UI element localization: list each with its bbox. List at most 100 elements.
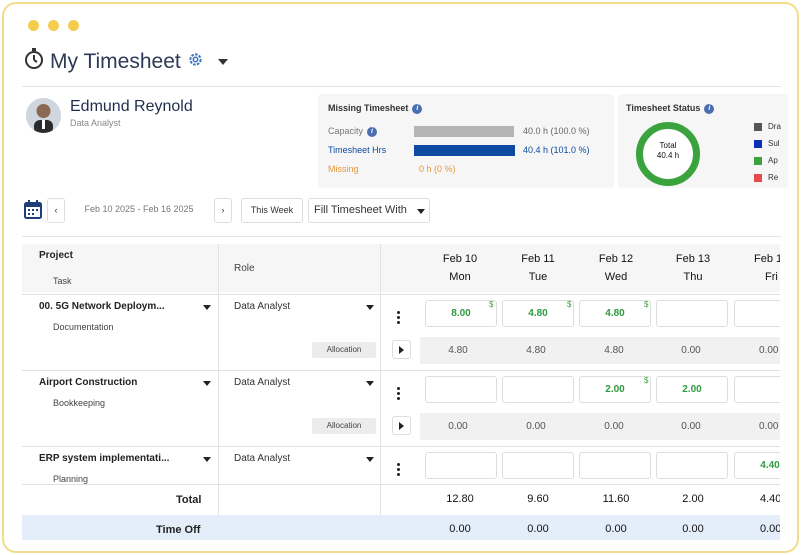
- hours-input[interactable]: [656, 300, 728, 327]
- hours-input[interactable]: [425, 452, 497, 479]
- timesheet-grid: Project Task Role Feb 10 Mon Feb 11 Tue …: [22, 244, 780, 540]
- chevron-down-icon[interactable]: [366, 305, 374, 310]
- total-value: 12.80: [446, 493, 474, 505]
- allocation-button[interactable]: Allocation: [312, 418, 376, 434]
- day-date: Feb 11: [521, 253, 555, 265]
- hours-input[interactable]: [734, 376, 780, 403]
- chevron-down-icon[interactable]: [203, 381, 211, 386]
- total-value: 9.60: [527, 493, 549, 505]
- legend-item-rejected: Re: [754, 173, 778, 182]
- gear-icon[interactable]: [187, 51, 204, 73]
- more-options-icon[interactable]: [397, 311, 401, 325]
- info-icon[interactable]: i: [412, 103, 423, 114]
- hours-input[interactable]: 2.00: [656, 376, 728, 403]
- date-range-display[interactable]: Feb 10 2025 - Feb 16 2025: [66, 198, 212, 223]
- timeoff-value: 0.00: [449, 523, 471, 535]
- capacity-label: Capacity i: [328, 126, 378, 137]
- chevron-left-icon: ‹: [54, 205, 58, 215]
- chevron-down-icon[interactable]: [203, 305, 211, 310]
- stopwatch-icon: [24, 48, 44, 75]
- missing-timesheet-title: Missing Timesheet i: [328, 103, 423, 114]
- timeoff-value: 0.00: [605, 523, 627, 535]
- hours-input[interactable]: 8.00: [425, 300, 497, 327]
- page-header: My Timesheet: [24, 48, 228, 75]
- header-project: Project: [39, 250, 73, 261]
- fill-timesheet-dropdown[interactable]: Fill Timesheet With: [308, 198, 430, 223]
- role-select[interactable]: Data Analyst: [234, 377, 291, 388]
- grid-header: [22, 244, 780, 292]
- header-role: Role: [234, 263, 255, 274]
- hours-input[interactable]: [579, 452, 651, 479]
- missing-label: Missing: [328, 164, 359, 174]
- total-value: 11.60: [602, 493, 630, 505]
- day-weekday: Tue: [528, 271, 548, 283]
- window-dot-maximize[interactable]: [68, 20, 79, 31]
- missing-timesheet-panel: [318, 94, 614, 188]
- legend-label: Sul: [768, 139, 780, 148]
- row-divider: [22, 484, 780, 485]
- legend-swatch: [754, 139, 762, 148]
- missing-value: 0 h (0 %): [419, 164, 456, 174]
- chevron-down-icon[interactable]: [366, 457, 374, 462]
- more-options-icon[interactable]: [397, 387, 401, 401]
- info-icon[interactable]: i: [367, 126, 378, 137]
- legend-label: Re: [768, 173, 779, 182]
- hours-input[interactable]: 4.40: [734, 452, 780, 479]
- hours-input[interactable]: 2.00: [579, 376, 651, 403]
- hours-input[interactable]: [502, 376, 574, 403]
- hours-input[interactable]: [502, 452, 574, 479]
- role-select[interactable]: Data Analyst: [234, 301, 291, 312]
- legend-label: Ap: [768, 156, 778, 165]
- task-name: Documentation: [53, 322, 114, 332]
- page-title: My Timesheet: [50, 49, 181, 73]
- chevron-down-icon: [417, 209, 425, 214]
- hours-input[interactable]: [656, 452, 728, 479]
- window-dot-minimize[interactable]: [48, 20, 59, 31]
- timeoff-label: Time Off: [156, 524, 201, 536]
- divider: [22, 86, 781, 87]
- day-weekday: Wed: [604, 271, 628, 283]
- allocation-button[interactable]: Allocation: [312, 342, 376, 358]
- more-options-icon[interactable]: [397, 463, 401, 477]
- allocation-row: 0.00 0.00 0.00 0.00 0.00: [420, 413, 780, 440]
- play-icon[interactable]: [392, 416, 411, 435]
- timesheet-status-title: Timesheet Status i: [626, 103, 715, 114]
- hours-input[interactable]: [734, 300, 780, 327]
- allocation-value: 0.00: [681, 421, 701, 432]
- info-icon[interactable]: i: [704, 103, 715, 114]
- legend-item-submitted: Sul: [754, 139, 780, 148]
- timeoff-row: [22, 515, 780, 540]
- timeoff-value: 0.00: [682, 523, 704, 535]
- legend-label: Dra: [768, 122, 781, 131]
- chevron-down-icon[interactable]: [366, 381, 374, 386]
- missing-timesheet-title-text: Missing Timesheet: [328, 103, 409, 113]
- hours-input[interactable]: [425, 376, 497, 403]
- billable-indicator: $: [644, 300, 649, 309]
- legend-swatch: [754, 122, 762, 131]
- legend-item-approved: Ap: [754, 156, 778, 165]
- calendar-icon[interactable]: [24, 200, 42, 224]
- play-icon[interactable]: [392, 340, 411, 359]
- timeoff-value: 0.00: [760, 523, 780, 535]
- role-select[interactable]: Data Analyst: [234, 453, 291, 464]
- task-name: Bookkeeping: [53, 398, 106, 408]
- chevron-down-icon[interactable]: [203, 457, 211, 462]
- project-name: 00. 5G Network Deploym...: [39, 301, 165, 312]
- chevron-down-icon[interactable]: [217, 58, 228, 65]
- user-role: Data Analyst: [70, 118, 121, 128]
- next-week-button[interactable]: ›: [214, 198, 232, 223]
- hours-input[interactable]: 4.80: [579, 300, 651, 327]
- day-weekday: Fri: [765, 271, 778, 283]
- window-dot-close[interactable]: [28, 20, 39, 31]
- timeoff-value: 0.00: [527, 523, 549, 535]
- this-week-button[interactable]: This Week: [241, 198, 303, 223]
- allocation-value: 0.00: [759, 345, 779, 356]
- allocation-value: 0.00: [759, 421, 779, 432]
- prev-week-button[interactable]: ‹: [47, 198, 65, 223]
- allocation-value: 0.00: [448, 421, 468, 432]
- allocation-row: 4.80 4.80 4.80 0.00 0.00: [420, 337, 780, 364]
- project-name: ERP system implementati...: [39, 453, 170, 464]
- hours-input[interactable]: 4.80: [502, 300, 574, 327]
- day-date: Feb 1: [754, 253, 780, 265]
- column-divider: [380, 244, 381, 540]
